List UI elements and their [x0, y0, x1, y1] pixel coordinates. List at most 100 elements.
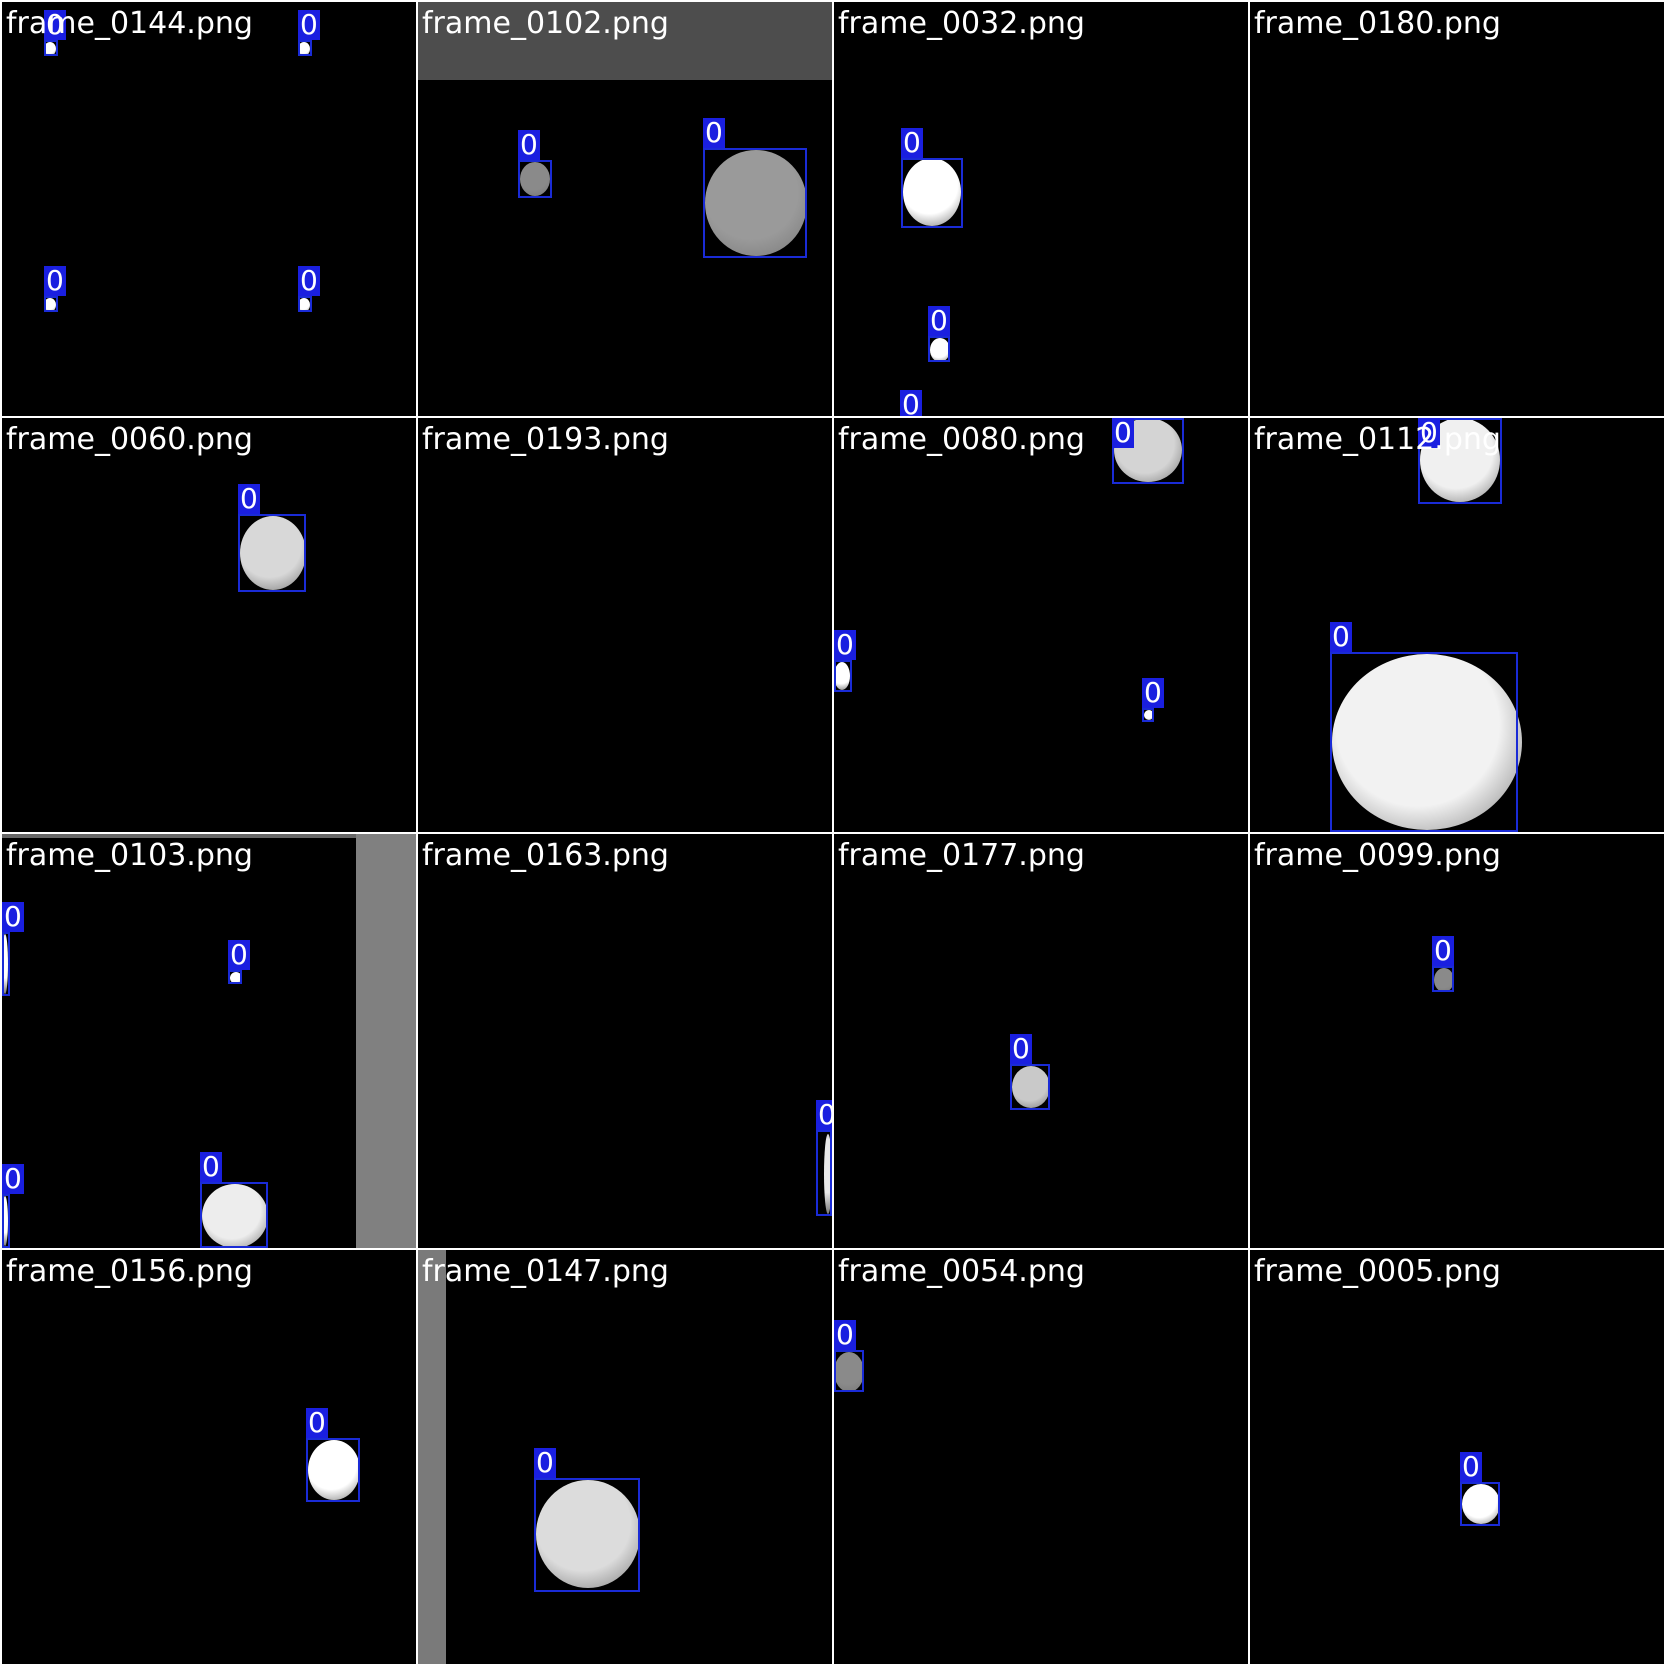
- frame-filename: frame_0144.png: [6, 6, 253, 41]
- frame-tile: 0 frame_0099.png: [1250, 834, 1664, 1248]
- class-label-tag: 0: [2, 900, 24, 933]
- bounding-box: [306, 1438, 360, 1502]
- class-label-tag: 0: [228, 938, 250, 971]
- bounding-box: [2, 1194, 10, 1248]
- class-label-tag: 0: [834, 1318, 856, 1351]
- detected-object: [903, 158, 961, 226]
- frame-filename: frame_0032.png: [838, 6, 1085, 41]
- image-region: [2, 834, 356, 838]
- class-label-tag: 0: [534, 1446, 556, 1479]
- bounding-box: [1142, 708, 1154, 722]
- class-label-tag: 0: [200, 1150, 222, 1183]
- class-label-tag: 0: [1112, 418, 1134, 449]
- class-label-tag: 0: [1330, 620, 1352, 653]
- detected-object: [536, 1480, 640, 1588]
- detected-object: [230, 972, 242, 984]
- class-label-tag: 0: [901, 126, 923, 159]
- bounding-box: [2, 932, 10, 996]
- class-label-tag: 0: [900, 390, 922, 416]
- bounding-box: [1432, 966, 1454, 992]
- detected-object: [202, 1184, 268, 1248]
- frame-tile: 0 frame_0060.png: [2, 418, 416, 832]
- bounding-box: [228, 970, 242, 984]
- frame-tile: 0 frame_0177.png: [834, 834, 1248, 1248]
- frame-filename: frame_0080.png: [838, 422, 1085, 457]
- class-label-tag: 0: [703, 116, 725, 149]
- detected-object: [1332, 654, 1522, 830]
- class-label-tag: 0: [306, 1406, 328, 1439]
- class-label-tag: 0: [1142, 676, 1164, 709]
- class-label-tag: 0: [518, 128, 540, 161]
- class-label-tag: 0: [1432, 934, 1454, 967]
- image-region: [418, 2, 832, 80]
- detected-object: [930, 338, 950, 362]
- detected-object: [1012, 1066, 1050, 1108]
- class-label-tag: 0: [834, 628, 856, 661]
- bounding-box: [298, 40, 312, 56]
- bounding-box: [238, 514, 306, 592]
- detected-object: [834, 662, 850, 690]
- detected-object: [308, 1440, 360, 1500]
- frame-tile: 0 frame_0156.png: [2, 1250, 416, 1664]
- bounding-box: [901, 158, 963, 228]
- class-label-tag: 0: [44, 8, 66, 41]
- class-label-tag: 0: [1418, 418, 1440, 449]
- frame-filename: frame_0103.png: [6, 838, 253, 873]
- bounding-box: [44, 296, 58, 312]
- detected-object: [298, 42, 310, 56]
- bounding-box: [834, 1350, 864, 1392]
- bounding-box: [703, 148, 807, 258]
- bounding-box: [1112, 418, 1184, 484]
- image-region: [356, 834, 416, 1248]
- class-label-tag: 0: [1460, 1450, 1482, 1483]
- detected-object: [2, 1196, 8, 1246]
- frame-filename: frame_0102.png: [422, 6, 669, 41]
- bounding-box: [1010, 1064, 1050, 1110]
- class-label-tag: 0: [298, 264, 320, 297]
- bounding-box: [534, 1478, 640, 1592]
- frame-filename: frame_0156.png: [6, 1254, 253, 1289]
- detected-object: [834, 1352, 864, 1392]
- bounding-box: [44, 40, 58, 56]
- detected-object: [240, 516, 306, 590]
- frame-tile: 0 frame_0147.png: [418, 1250, 832, 1664]
- bounding-box: [1460, 1482, 1500, 1526]
- bounding-box: [200, 1182, 268, 1248]
- bounding-box: [928, 336, 950, 362]
- detected-object: [1434, 968, 1454, 992]
- frame-tile: 0 0 0 frame_0080.png: [834, 418, 1248, 832]
- frame-tile: 0 frame_0005.png: [1250, 1250, 1664, 1664]
- frame-tile: 0 0 frame_0112.png: [1250, 418, 1664, 832]
- class-label-tag: 0: [238, 482, 260, 515]
- class-label-tag: 0: [1010, 1032, 1032, 1065]
- class-label-tag: 0: [928, 304, 950, 337]
- frame-filename: frame_0193.png: [422, 422, 669, 457]
- class-label-tag: 0: [298, 8, 320, 41]
- frame-filename: frame_0099.png: [1254, 838, 1501, 873]
- class-label-tag: 0: [2, 1162, 24, 1195]
- frame-filename: frame_0005.png: [1254, 1254, 1501, 1289]
- image-region: [418, 1250, 446, 1664]
- frame-tile: frame_0180.png: [1250, 2, 1664, 416]
- bounding-box: [298, 296, 312, 312]
- bounding-box: [1330, 652, 1518, 832]
- bounding-box: [518, 160, 552, 198]
- frame-tile: 0 frame_0163.png: [418, 834, 832, 1248]
- frame-tile: 0 0 frame_0102.png: [418, 2, 832, 416]
- class-label-tag: 0: [816, 1100, 832, 1130]
- frame-filename: frame_0112.png: [1254, 422, 1501, 457]
- detected-object: [1462, 1484, 1500, 1524]
- class-label-tag: 0: [44, 264, 66, 297]
- frame-filename: frame_0180.png: [1254, 6, 1501, 41]
- detected-object: [520, 162, 550, 196]
- frame-filename: frame_0147.png: [422, 1254, 669, 1289]
- detected-object: [705, 150, 807, 256]
- frame-filename: frame_0177.png: [838, 838, 1085, 873]
- frame-filename: frame_0163.png: [422, 838, 669, 873]
- frame-tile: 0 0 0 frame_0032.png: [834, 2, 1248, 416]
- detected-object: [298, 298, 310, 312]
- detected-object: [44, 42, 56, 56]
- frame-tile: 0 0 0 0 frame_0144.png: [2, 2, 416, 416]
- frame-tile: 0 frame_0054.png: [834, 1250, 1248, 1664]
